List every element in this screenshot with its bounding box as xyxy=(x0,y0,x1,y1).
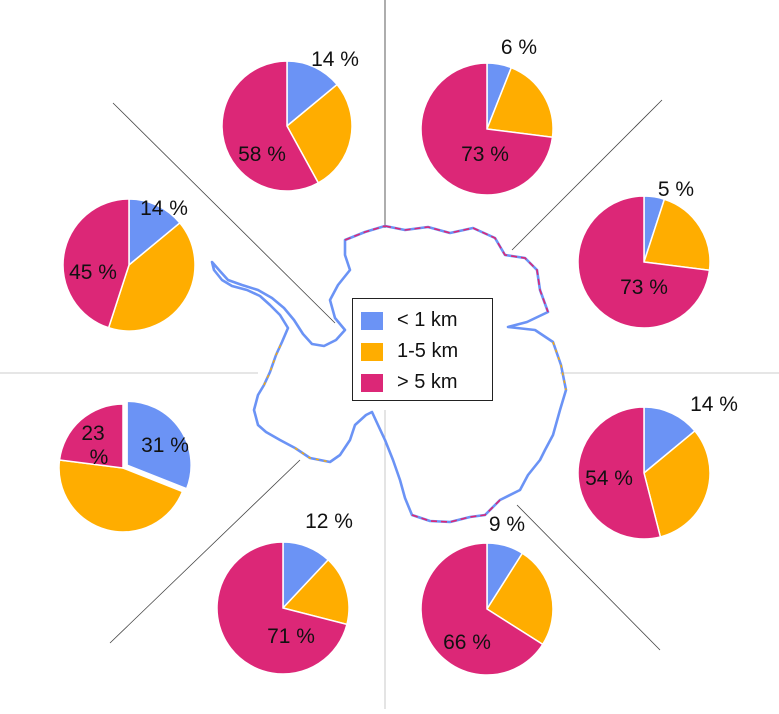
legend-item-lt1km: < 1 km xyxy=(361,305,484,336)
pie-east-north-east: 5 % 73 % xyxy=(577,178,711,329)
divider-south-west xyxy=(109,459,301,644)
pie-label-north-east-lt1km: 6 % xyxy=(501,36,537,59)
divider-north-west xyxy=(112,102,336,324)
antarctica-outline xyxy=(210,224,568,524)
pie-south-east: 9 % 66 % xyxy=(420,513,554,676)
pie-slice-west-north-west-lt1km xyxy=(128,198,181,267)
pie-slice-north-west-lt1km xyxy=(286,60,339,128)
pie-slice-north-east-gt5km xyxy=(420,62,554,196)
pie-west-south-west: 31 % 23% xyxy=(58,400,192,533)
legend-swatch-lt1km xyxy=(361,311,383,330)
pie-label-north-east-gt5km: 73 % xyxy=(461,143,509,166)
pie-label-west-north-west-gt5km: 45 % xyxy=(69,261,117,284)
antarctica-coastline xyxy=(210,224,568,524)
pie-slice-south-east-1to5km xyxy=(485,552,554,646)
pie-slice-west-south-west-1to5km xyxy=(58,459,184,533)
pie-slice-east-south-east-lt1km xyxy=(643,406,696,475)
pie-slice-west-north-west-1to5km xyxy=(107,221,196,332)
pie-label-north-west-gt5km: 58 % xyxy=(238,143,286,166)
pie-label-east-north-east-lt1km: 5 % xyxy=(658,178,694,201)
pie-label-south-west-gt5km: 71 % xyxy=(267,625,315,648)
pie-south-west: 12 % 71 % xyxy=(216,510,353,675)
legend-item-gt5km: > 5 km xyxy=(361,367,484,398)
pie-label-south-east-lt1km: 9 % xyxy=(489,513,525,536)
divider-north-east xyxy=(511,99,663,251)
legend: < 1 km 1-5 km > 5 km xyxy=(352,298,493,401)
pie-label-south-east-gt5km: 66 % xyxy=(443,631,491,654)
pie-slice-west-south-west-gt5km xyxy=(58,403,124,469)
pie-label-west-north-west-lt1km: 14 % xyxy=(140,197,188,220)
pie-label-east-north-east-gt5km: 73 % xyxy=(620,276,668,299)
antarctica-coastline-overlay xyxy=(344,225,549,523)
pie-label-north-west-lt1km: 14 % xyxy=(311,48,359,71)
legend-swatch-1to5km xyxy=(361,342,383,361)
pie-slice-east-north-east-1to5km xyxy=(643,198,711,272)
legend-swatch-gt5km xyxy=(361,373,383,392)
legend-label-lt1km: < 1 km xyxy=(397,309,458,331)
pie-slice-south-east-gt5km xyxy=(420,542,544,676)
legend-label-gt5km: > 5 km xyxy=(397,371,458,393)
pie-slice-north-west-gt5km xyxy=(221,60,320,192)
pie-slice-east-north-east-gt5km xyxy=(577,195,711,329)
pie-north-west: 14 % 58 % xyxy=(221,48,359,192)
pie-label-east-south-east-lt1km: 14 % xyxy=(690,393,738,416)
legend-item-1to5km: 1-5 km xyxy=(361,336,484,367)
pie-slice-north-west-1to5km xyxy=(286,83,353,184)
pie-east-south-east: 14 % 54 % xyxy=(577,393,738,540)
pie-charts: 14 % 58 % 6 % 73 % 5 % 73 % 14 % 45 % 31 % 23 % 14 … xyxy=(58,36,738,676)
pie-north-east: 6 % 73 % xyxy=(420,36,554,196)
pie-west-north-west: 14 % 45 % xyxy=(62,197,196,332)
pie-label-south-west-lt1km: 12 % xyxy=(305,510,353,533)
pie-label-east-south-east-gt5km: 54 % xyxy=(585,467,633,490)
pie-label-west-south-west-gt5km: 23% xyxy=(81,422,108,469)
pie-slice-south-west-gt5km xyxy=(216,541,348,675)
divider-south-east xyxy=(516,504,661,651)
pie-slice-east-south-east-gt5km xyxy=(577,406,662,540)
pie-label-west-south-west-lt1km: 31 % xyxy=(141,434,189,457)
pie-slice-west-south-west-lt1km xyxy=(126,400,192,490)
pie-slice-north-east-1to5km xyxy=(485,66,554,139)
pie-slice-east-south-east-1to5km xyxy=(643,429,711,538)
pie-slice-south-west-1to5km xyxy=(281,558,350,626)
legend-label-1to5km: 1-5 km xyxy=(397,340,459,362)
pie-slice-west-north-west-gt5km xyxy=(62,198,130,329)
antarctica-coastline-overlay-2 xyxy=(263,341,567,463)
